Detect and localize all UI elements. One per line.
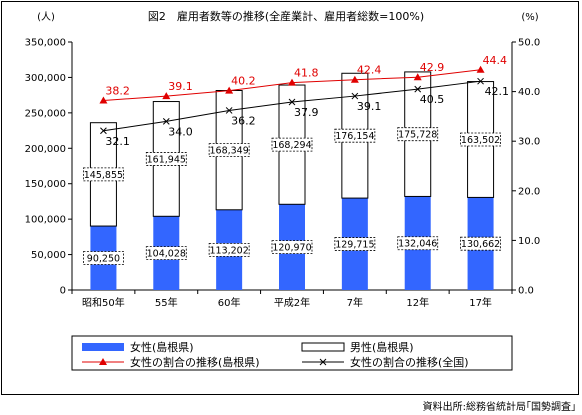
- line-value-label: 36.2: [231, 114, 256, 127]
- line-marker-x: [225, 107, 233, 114]
- line-value-label: 32.1: [105, 135, 130, 148]
- left-tick-label: 250,000: [25, 108, 66, 119]
- bar-value-box: [208, 242, 250, 257]
- right-tick-label: 30.0: [518, 137, 540, 148]
- line-marker-x: [351, 92, 359, 100]
- left-tick-label: 200,000: [25, 144, 66, 155]
- legend-swatch: [82, 343, 124, 351]
- line-marker-triangle: [350, 75, 359, 83]
- bar-value-box: [208, 143, 250, 158]
- right-axis-unit: (%): [521, 12, 538, 23]
- bar-value-label: 120,970: [272, 243, 311, 254]
- line-marker-x: [162, 118, 170, 125]
- bar-value-box: [271, 240, 313, 255]
- bar-value-box: [271, 137, 313, 152]
- line-marker-triangle: [99, 96, 108, 104]
- bar-value-box: [145, 152, 187, 166]
- line-value-label: 37.9: [294, 106, 319, 119]
- legend-marker: [319, 358, 327, 366]
- bar-value-box: [460, 132, 501, 147]
- line-value-label: 42.4: [357, 64, 382, 77]
- legend-label: 女性(島根県): [130, 340, 194, 354]
- line-marker-triangle: [413, 73, 422, 81]
- line-marker-triangle: [225, 86, 234, 94]
- line-value-label: 42.1: [485, 85, 510, 98]
- bar-value-box: [460, 236, 501, 251]
- bar-value-box: [334, 237, 376, 251]
- bar-value-label: 145,855: [84, 170, 123, 181]
- right-tick-label: 40.0: [518, 87, 540, 98]
- legend: 女性(島根県) 男性(島根県) 女性の割合の推移(島根県) 女性の割合の推移(全国): [71, 335, 513, 371]
- legend-label: 女性の割合の推移(全国): [350, 355, 469, 369]
- bar-value-label: 104,028: [147, 249, 186, 260]
- line-marker-triangle: [288, 78, 296, 86]
- source-note: 資料出所:総務省統計局｢国勢調査｣: [422, 402, 576, 413]
- line-marker-x: [100, 127, 107, 135]
- left-tick-label: 300,000: [25, 73, 66, 84]
- line-marker-x: [414, 85, 422, 93]
- x-tick-label: 17年: [469, 296, 492, 309]
- legend-label: 女性の割合の推移(島根県): [130, 355, 260, 369]
- line-value-label: 41.8: [294, 67, 319, 80]
- bar-value-label: 176,154: [335, 131, 374, 142]
- bar-value-label: 132,046: [398, 239, 437, 250]
- line-value-label: 40.2: [231, 75, 256, 88]
- bar-value-box: [397, 127, 439, 142]
- left-tick-label: 100,000: [25, 215, 66, 226]
- bar-value-box: [397, 236, 439, 251]
- x-tick-label: 55年: [155, 296, 178, 309]
- line-value-label: 34.0: [168, 125, 193, 138]
- left-tick-label: 150,000: [25, 179, 66, 190]
- line-value-label: 39.1: [168, 80, 193, 93]
- line-marker-triangle: [476, 65, 485, 73]
- bar-value-label: 168,294: [272, 140, 311, 151]
- bar-value-label: 163,502: [461, 135, 500, 146]
- right-tick-label: 50.0: [518, 38, 540, 49]
- bar-value-box: [334, 128, 376, 143]
- plot-area: 0 50,000 100,000 150,000 200,000 250,000 300,0…: [25, 38, 541, 310]
- bar-value-box: [83, 167, 124, 182]
- x-tick-label: 60年: [218, 296, 241, 309]
- x-tick-label: 7年: [347, 296, 363, 309]
- line-marker-x: [477, 77, 484, 85]
- right-tick-label: 20.0: [518, 186, 540, 197]
- chart-title: 図2 雇用者数等の推移(全産業計、雇用者総数=100%): [148, 9, 424, 23]
- legend-box: [71, 335, 513, 371]
- line-value-label: 44.4: [483, 54, 508, 67]
- line-value-label: 42.9: [420, 61, 445, 74]
- bar-value-label: 161,945: [147, 154, 186, 165]
- bar-value-label: 90,250: [87, 254, 120, 265]
- bar-value-box: [145, 246, 187, 261]
- line-value-label: 40.5: [420, 93, 445, 106]
- left-axis-unit: (人): [37, 11, 55, 23]
- line-marker-x: [288, 98, 296, 106]
- bar-value-label: 130,662: [461, 239, 500, 250]
- legend-swatch: [301, 342, 345, 352]
- bar-value-label: 168,349: [209, 146, 248, 157]
- x-tick-label: 平成2年: [274, 296, 310, 309]
- bar-value-box: [83, 251, 124, 265]
- line-value-label: 39.1: [357, 100, 382, 113]
- line-marker-triangle: [162, 92, 171, 100]
- x-tick-label: 12年: [406, 296, 429, 309]
- bar-value-label: 175,728: [398, 130, 437, 141]
- legend-marker: [99, 358, 107, 365]
- left-tick-label: 350,000: [25, 38, 66, 49]
- right-tick-label: 10.0: [518, 236, 540, 247]
- right-tick-label: 0.0: [518, 286, 534, 297]
- bar-value-label: 129,715: [335, 240, 374, 251]
- line-value-label: 38.2: [105, 85, 130, 98]
- bar-value-label: 113,202: [209, 245, 248, 256]
- x-tick-label: 昭和50年: [82, 296, 125, 309]
- left-tick-label: 50,000: [31, 250, 66, 261]
- left-tick-label: 0: [60, 286, 66, 297]
- legend-label: 男性(島根県): [350, 340, 414, 354]
